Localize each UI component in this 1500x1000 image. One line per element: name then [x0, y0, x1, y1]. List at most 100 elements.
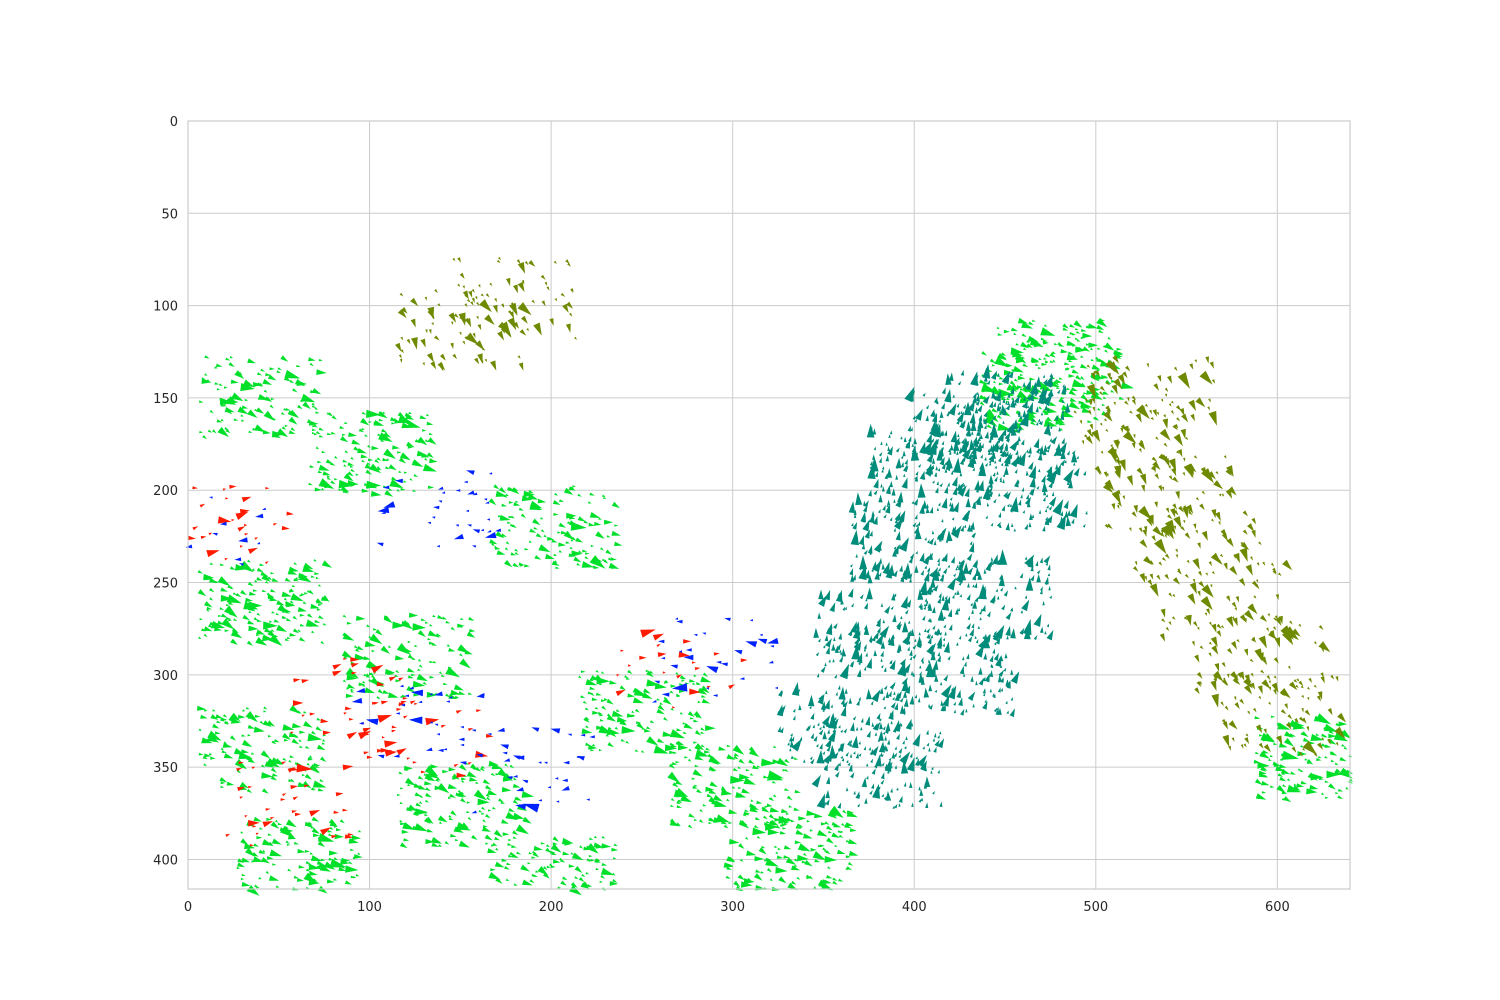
quiver-arrow: [782, 769, 787, 772]
quiver-arrow: [437, 783, 450, 794]
quiver-arrow: [343, 464, 347, 467]
quiver-arrow: [863, 643, 867, 650]
quiver-arrow: [369, 463, 382, 474]
quiver-arrow: [1306, 788, 1318, 795]
quiver-arrow: [430, 361, 437, 370]
quiver-arrow: [924, 559, 927, 564]
quiver-arrow: [817, 829, 828, 837]
quiver-arrow: [400, 822, 406, 826]
quiver-arrow: [943, 641, 950, 653]
quiver-arrow: [224, 427, 229, 431]
quiver-arrow: [937, 534, 940, 540]
quiver-arrow: [571, 536, 577, 541]
quiver-arrow: [944, 389, 952, 403]
quiver-arrow: [652, 633, 664, 641]
quiver-arrow: [1014, 586, 1017, 590]
quiver-arrow: [202, 435, 207, 440]
quiver-arrow: [583, 520, 589, 524]
quiver-arrow: [1146, 363, 1149, 368]
quiver-arrow: [512, 783, 521, 788]
quiver-arrow: [1062, 327, 1069, 331]
quiver-arrow: [899, 751, 911, 765]
quiver-arrow: [798, 704, 802, 711]
quiver-arrow: [315, 431, 321, 435]
quiver-arrow: [905, 736, 908, 740]
quiver-arrow: [1009, 708, 1015, 718]
quiver-arrow: [584, 707, 589, 711]
quiver-arrow: [952, 501, 959, 513]
quiver-arrow: [346, 687, 350, 690]
quiver-arrow: [217, 426, 229, 438]
quiver-arrow: [438, 616, 443, 619]
quiver-arrow: [366, 480, 382, 489]
quiver-arrow: [679, 689, 686, 693]
quiver-arrow: [993, 652, 999, 661]
quiver-arrow: [521, 791, 535, 798]
quiver-arrow: [1275, 594, 1279, 601]
quiver-arrow: [517, 355, 521, 359]
quiver-arrow: [550, 843, 562, 853]
quiver-arrow: [311, 730, 317, 735]
quiver-arrow: [1019, 399, 1028, 403]
quiver-arrow: [823, 752, 833, 765]
quiver-arrow: [563, 530, 575, 541]
y-tick-label: 350: [153, 761, 178, 776]
quiver-arrow: [509, 523, 514, 527]
quiver-arrow: [265, 487, 270, 490]
quiver-arrow: [838, 761, 841, 767]
quiver-arrow: [1038, 509, 1042, 514]
quiver-arrow: [274, 819, 279, 823]
quiver-arrow: [315, 446, 320, 450]
quiver-arrow: [1242, 510, 1248, 517]
quiver-arrow: [1082, 346, 1091, 352]
quiver-arrow: [401, 307, 408, 314]
quiver-arrow: [749, 773, 754, 776]
quiver-arrow: [412, 680, 426, 688]
quiver-arrow: [943, 674, 949, 682]
quiver-arrow: [281, 591, 292, 597]
quiver-arrow: [465, 332, 479, 345]
quiver-arrow: [1042, 600, 1045, 606]
quiver-arrow: [311, 630, 315, 634]
quiver-arrow: [1281, 750, 1299, 760]
quiver-arrow: [1006, 635, 1009, 640]
quiver-arrow: [253, 843, 259, 847]
quiver-arrow: [887, 637, 891, 643]
quiver-arrow: [1183, 520, 1186, 524]
quiver-arrow: [206, 606, 212, 610]
quiver-arrow: [1242, 529, 1248, 535]
quiver-arrow: [930, 650, 936, 661]
x-tick-label: 200: [539, 900, 564, 915]
quiver-arrow: [1084, 398, 1088, 402]
quiver-arrow: [997, 423, 1012, 431]
quiver-arrow: [1334, 762, 1339, 766]
quiver-arrow: [927, 539, 930, 544]
quiver-arrow: [299, 613, 305, 617]
quiver-arrow: [1159, 633, 1166, 642]
quiver-arrow: [1047, 471, 1051, 478]
quiver-arrow: [726, 744, 731, 747]
quiver-arrow: [399, 358, 403, 364]
quiver-arrow: [992, 554, 998, 565]
quiver-arrow: [533, 845, 543, 851]
quiver-arrow: [1273, 675, 1277, 679]
quiver-arrow: [466, 631, 476, 638]
quiver-arrow: [998, 633, 1002, 639]
quiver-arrow: [344, 834, 353, 839]
quiver-arrow: [418, 700, 423, 703]
quiver-arrow: [726, 866, 732, 870]
quiver-arrow: [803, 833, 813, 839]
quiver-arrow: [915, 756, 918, 760]
quiver-arrow: [1056, 386, 1060, 389]
quiver-arrow: [695, 730, 700, 734]
quiver-arrow: [1007, 503, 1010, 508]
quiver-arrow: [956, 589, 960, 595]
quiver-arrow: [848, 501, 856, 514]
quiver-arrow: [418, 801, 423, 804]
quiver-arrow: [949, 497, 953, 501]
quiver-arrow: [878, 494, 883, 503]
quiver-arrow: [822, 731, 827, 740]
quiver-arrow: [499, 516, 504, 519]
quiver-arrow: [1004, 442, 1008, 450]
quiver-arrow: [1269, 754, 1274, 758]
